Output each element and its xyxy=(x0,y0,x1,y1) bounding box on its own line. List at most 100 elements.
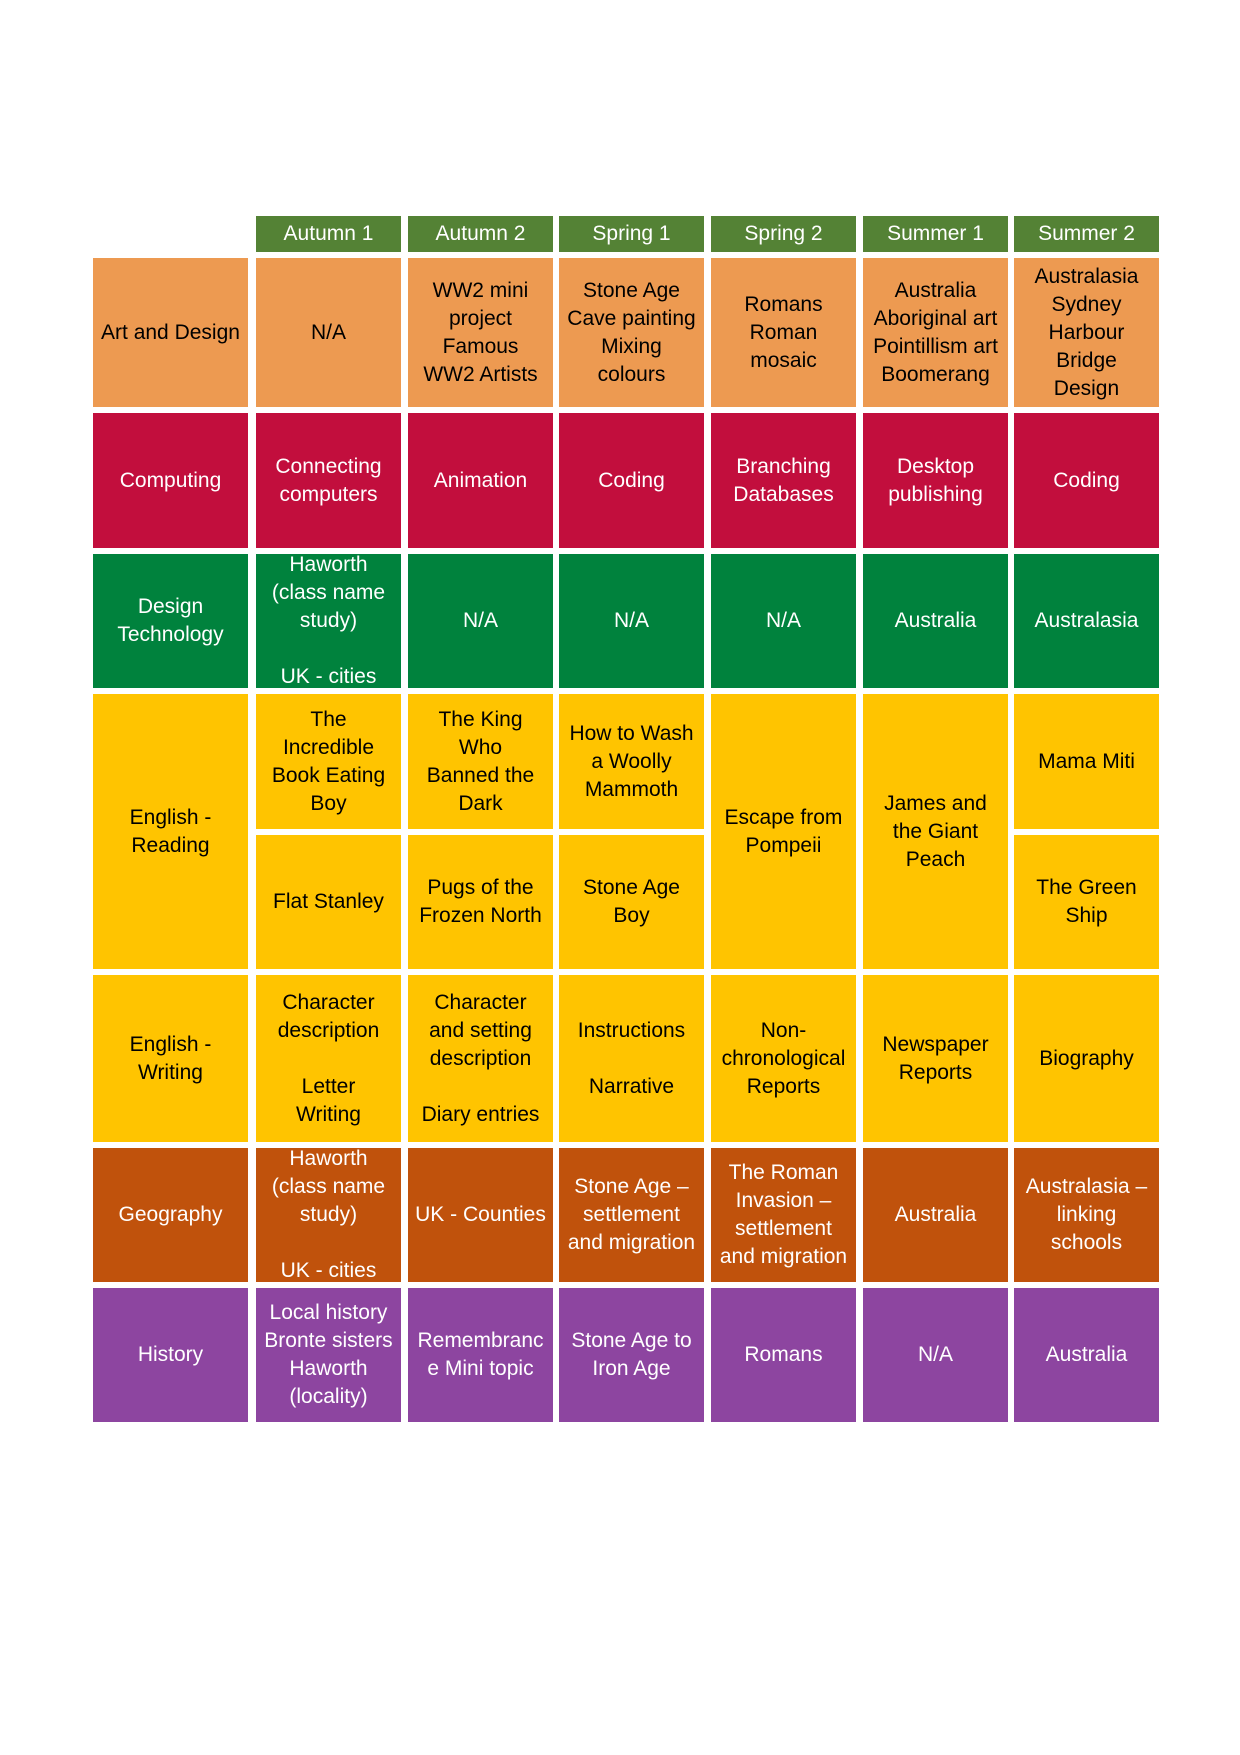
computing-cell-6-text: Coding xyxy=(1053,468,1120,492)
header-spring-1: Spring 1 xyxy=(559,216,704,252)
dt-cell-3: N/A xyxy=(559,554,704,688)
geography-cell-6: Australasia – linking schools xyxy=(1014,1148,1159,1282)
art-cell-4: Romans Roman mosaic xyxy=(711,258,856,407)
reading-top-cell-3-text: How to Wash a Woolly Mammoth xyxy=(569,721,694,801)
history-cell-6-text: Australia xyxy=(1045,1343,1128,1366)
reading-bottom-cell-1: Flat Stanley xyxy=(256,835,401,969)
writing-cell-6: Biography xyxy=(1014,975,1159,1142)
computing-cell-6: Coding xyxy=(1014,413,1159,548)
subject-computing: Computing xyxy=(93,413,248,548)
writing-cell-1-text: Character description Letter Writing xyxy=(277,990,380,1126)
header-autumn-2: Autumn 2 xyxy=(408,216,553,252)
history-cell-1: Local history Bronte sisters Haworth (lo… xyxy=(256,1288,401,1422)
reading-top-cell-3: How to Wash a Woolly Mammoth xyxy=(559,694,704,829)
writing-cell-4: Non- chronological Reports xyxy=(711,975,856,1142)
art-cell-2: WW2 mini project Famous WW2 Artists xyxy=(408,258,553,407)
computing-cell-4: Branching Databases xyxy=(711,413,856,548)
dt-cell-2-text: N/A xyxy=(462,609,498,632)
reading-top-cell-6: Mama Miti xyxy=(1014,694,1159,829)
header-summer-2-text: Summer 2 xyxy=(1038,222,1135,245)
header-autumn-1-text: Autumn 1 xyxy=(283,222,374,245)
writing-cell-5-text: Newspaper Reports xyxy=(882,1032,989,1084)
art-cell-4-text: Romans Roman mosaic xyxy=(744,292,823,372)
reading-bottom-cell-3-text: Stone Age Boy xyxy=(583,876,680,927)
header-summer-2: Summer 2 xyxy=(1014,216,1159,252)
geography-cell-5-text: Australia xyxy=(894,1203,977,1226)
history-cell-2-text: Remembranc e Mini topic xyxy=(417,1329,544,1380)
computing-cell-4-text: Branching Databases xyxy=(733,454,834,506)
reading-top-cell-1: The Incredible Book Eating Boy xyxy=(256,694,401,829)
reading-top-cell-6-text: Mama Miti xyxy=(1038,749,1135,773)
geography-cell-3-text: Stone Age – settlement and migration xyxy=(567,1175,696,1254)
reading-top-cell-2: The King Who Banned the Dark xyxy=(408,694,553,829)
subject-history: History xyxy=(93,1288,248,1422)
dt-cell-6-text: Australasia xyxy=(1034,609,1139,632)
geography-cell-1: Haworth (class name study) UK - cities xyxy=(256,1147,401,1282)
header-spring-2-text: Spring 2 xyxy=(744,222,823,245)
computing-cell-5-text: Desktop publishing xyxy=(888,454,983,506)
dt-cell-5-text: Australia xyxy=(894,609,977,632)
geography-cell-1-text: Haworth (class name study) UK - cities xyxy=(271,1147,386,1282)
subject-writing-text: English - Writing xyxy=(129,1032,212,1084)
history-cell-1-text: Local history Bronte sisters Haworth (lo… xyxy=(264,1301,393,1408)
dt-cell-1: Haworth (class name study) UK - cities xyxy=(256,553,401,688)
header-summer-1: Summer 1 xyxy=(863,216,1008,252)
header-autumn-2-text: Autumn 2 xyxy=(435,222,526,245)
art-cell-6-text: Australasia Sydney Harbour Bridge Design xyxy=(1034,264,1139,400)
computing-cell-1-text: Connecting computers xyxy=(275,454,382,506)
geography-cell-4-text: The Roman Invasion – settlement and migr… xyxy=(719,1161,848,1268)
reading-bottom-cell-6: The Green Ship xyxy=(1014,835,1159,969)
reading-bottom-cell-6-text: The Green Ship xyxy=(1036,876,1137,927)
subject-reading: English - Reading xyxy=(93,694,248,969)
header-spring-1-text: Spring 1 xyxy=(592,222,671,245)
history-cell-6: Australia xyxy=(1014,1288,1159,1422)
history-cell-5: N/A xyxy=(863,1288,1008,1422)
art-cell-1-text: N/A xyxy=(310,320,346,344)
subject-geography: Geography xyxy=(93,1148,248,1282)
geography-cell-3: Stone Age – settlement and migration xyxy=(559,1148,704,1282)
history-cell-5-text: N/A xyxy=(917,1343,953,1366)
reading-cell-5: James and the Giant Peach xyxy=(863,694,1008,969)
history-cell-4-text: Romans xyxy=(744,1343,823,1366)
geography-cell-2: UK - Counties xyxy=(408,1148,553,1282)
geography-cell-5: Australia xyxy=(863,1148,1008,1282)
computing-cell-3: Coding xyxy=(559,413,704,548)
subject-history-text: History xyxy=(137,1343,204,1366)
header-summer-1-text: Summer 1 xyxy=(887,222,984,245)
computing-cell-5: Desktop publishing xyxy=(863,413,1008,548)
writing-cell-2-text: Character and setting description Diary … xyxy=(421,990,540,1126)
writing-cell-4-text: Non- chronological Reports xyxy=(721,1018,846,1098)
header-autumn-1: Autumn 1 xyxy=(256,216,401,252)
dt-cell-4-text: N/A xyxy=(765,609,801,632)
reading-cell-5-text: James and the Giant Peach xyxy=(884,791,987,871)
subject-dt-text: Design Technology xyxy=(117,595,224,646)
subject-reading-text: English - Reading xyxy=(129,805,212,857)
art-cell-3: Stone Age Cave painting Mixing colours xyxy=(559,258,704,407)
history-cell-3: Stone Age to Iron Age xyxy=(559,1288,704,1422)
writing-cell-3-text: Instructions Narrative xyxy=(577,1018,686,1098)
reading-bottom-cell-1-text: Flat Stanley xyxy=(273,890,384,913)
art-cell-6: Australasia Sydney Harbour Bridge Design xyxy=(1014,258,1159,407)
history-cell-4: Romans xyxy=(711,1288,856,1422)
dt-cell-2: N/A xyxy=(408,554,553,688)
art-cell-5-text: Australia Aboriginal art Pointillism art… xyxy=(873,278,998,386)
dt-cell-3-text: N/A xyxy=(613,609,649,632)
dt-cell-1-text: Haworth (class name study) UK - cities xyxy=(271,553,386,688)
art-cell-1: N/A xyxy=(256,258,401,407)
writing-cell-2: Character and setting description Diary … xyxy=(408,975,553,1142)
art-cell-2-text: WW2 mini project Famous WW2 Artists xyxy=(423,278,538,386)
geography-cell-4: The Roman Invasion – settlement and migr… xyxy=(711,1148,856,1282)
art-cell-3-text: Stone Age Cave painting Mixing colours xyxy=(567,278,696,386)
computing-cell-1: Connecting computers xyxy=(256,413,401,548)
writing-cell-5: Newspaper Reports xyxy=(863,975,1008,1142)
computing-cell-2: Animation xyxy=(408,413,553,548)
subject-dt: Design Technology xyxy=(93,554,248,688)
geography-cell-6-text: Australasia – linking schools xyxy=(1025,1175,1148,1254)
writing-cell-3: Instructions Narrative xyxy=(559,975,704,1142)
dt-cell-6: Australasia xyxy=(1014,554,1159,688)
dt-cell-5: Australia xyxy=(863,554,1008,688)
dt-cell-4: N/A xyxy=(711,554,856,688)
reading-top-cell-1-text: The Incredible Book Eating Boy xyxy=(271,707,386,815)
header-spring-2: Spring 2 xyxy=(711,216,856,252)
